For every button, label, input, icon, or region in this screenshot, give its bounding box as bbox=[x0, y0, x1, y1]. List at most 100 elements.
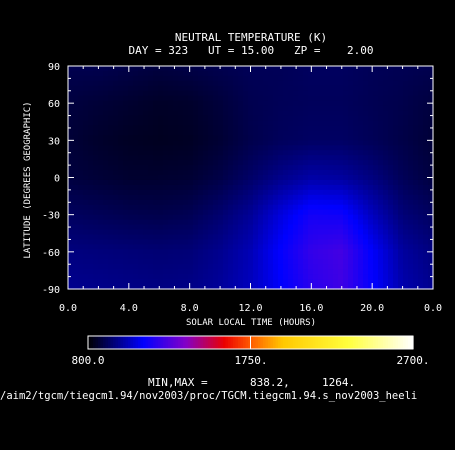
heatmap-cell bbox=[138, 249, 144, 255]
heatmap-cell bbox=[338, 234, 344, 241]
heatmap-cell bbox=[388, 115, 394, 122]
heatmap-cell bbox=[288, 100, 294, 107]
colorbar-segment bbox=[255, 336, 259, 349]
heatmap-cell bbox=[398, 140, 404, 146]
heatmap-cell bbox=[203, 105, 209, 112]
heatmap-cell bbox=[158, 224, 164, 231]
heatmap-cell bbox=[108, 90, 114, 97]
heatmap-cell bbox=[423, 199, 429, 206]
heatmap-cell bbox=[328, 204, 334, 211]
heatmap-cell bbox=[148, 155, 154, 161]
heatmap-cell bbox=[138, 165, 144, 171]
colorbar-segment bbox=[345, 336, 349, 349]
heatmap-cell bbox=[138, 284, 144, 290]
heatmap-cell bbox=[268, 125, 274, 132]
heatmap-cell bbox=[373, 269, 379, 275]
heatmap-cell bbox=[318, 85, 324, 92]
heatmap-cell bbox=[373, 165, 379, 171]
heatmap-cell bbox=[218, 269, 224, 275]
heatmap-cell bbox=[358, 135, 364, 141]
heatmap-cell bbox=[368, 219, 374, 226]
heatmap-cell bbox=[213, 135, 219, 141]
heatmap-cell bbox=[223, 75, 229, 82]
heatmap-cell bbox=[73, 204, 79, 211]
heatmap-cell bbox=[188, 90, 194, 97]
heatmap-cell bbox=[183, 204, 189, 211]
heatmap-cell bbox=[428, 204, 434, 211]
heatmap-cell bbox=[378, 175, 384, 181]
heatmap-cell bbox=[253, 165, 259, 171]
heatmap-cell bbox=[103, 66, 109, 72]
heatmap-cell bbox=[278, 249, 284, 255]
heatmap-cell bbox=[128, 219, 134, 226]
heatmap-cell bbox=[118, 70, 124, 77]
heatmap-cell bbox=[123, 85, 129, 92]
heatmap-cell bbox=[223, 234, 229, 241]
heatmap-cell bbox=[208, 160, 214, 166]
heatmap-cell bbox=[228, 160, 234, 166]
heatmap-cell bbox=[178, 125, 184, 132]
heatmap-cell bbox=[73, 219, 79, 226]
heatmap-cell bbox=[413, 264, 419, 270]
heatmap-cell bbox=[113, 199, 119, 206]
heatmap-cell bbox=[418, 229, 424, 236]
heatmap-cell bbox=[228, 199, 234, 206]
heatmap-cell bbox=[83, 120, 89, 127]
heatmap-cell bbox=[248, 179, 254, 186]
heatmap-cell bbox=[133, 120, 139, 127]
heatmap-cell bbox=[238, 224, 244, 231]
heatmap-cell bbox=[383, 130, 389, 136]
heatmap-cell bbox=[338, 70, 344, 77]
heatmap-cell bbox=[393, 254, 399, 260]
heatmap-cell bbox=[128, 90, 134, 97]
heatmap-cell bbox=[173, 199, 179, 206]
heatmap-cell bbox=[208, 70, 214, 77]
heatmap-cell bbox=[88, 135, 94, 141]
heatmap-cell bbox=[178, 209, 184, 216]
heatmap-cell bbox=[213, 199, 219, 206]
heatmap-cell bbox=[203, 194, 209, 201]
heatmap-cell bbox=[158, 194, 164, 201]
heatmap-cell bbox=[273, 284, 279, 290]
heatmap-cell bbox=[93, 189, 99, 196]
colorbar-segment bbox=[370, 336, 374, 349]
heatmap-cell bbox=[328, 244, 334, 250]
heatmap-cell bbox=[388, 100, 394, 107]
heatmap-cell bbox=[338, 189, 344, 196]
heatmap-cell bbox=[163, 75, 169, 82]
heatmap-cell bbox=[93, 90, 99, 97]
heatmap-cell bbox=[428, 269, 434, 275]
heatmap-cell bbox=[273, 214, 279, 221]
heatmap-cell bbox=[103, 229, 109, 236]
heatmap-cell bbox=[308, 199, 314, 206]
heatmap-cell bbox=[163, 145, 169, 151]
heatmap-cell bbox=[428, 85, 434, 92]
heatmap-cell bbox=[198, 120, 204, 127]
heatmap-cell bbox=[153, 284, 159, 290]
heatmap-cell bbox=[218, 175, 224, 181]
heatmap-cell bbox=[388, 135, 394, 141]
heatmap-cell bbox=[248, 274, 254, 280]
heatmap-cell bbox=[253, 279, 259, 285]
heatmap-cell bbox=[98, 85, 104, 92]
heatmap-cell bbox=[143, 125, 149, 132]
heatmap-cell bbox=[423, 105, 429, 112]
heatmap-cell bbox=[413, 214, 419, 221]
heatmap-cell bbox=[138, 75, 144, 82]
heatmap-cell bbox=[378, 274, 384, 280]
heatmap-cell bbox=[393, 75, 399, 82]
heatmap-cell bbox=[128, 120, 134, 127]
heatmap-cell bbox=[303, 80, 309, 87]
heatmap-cell bbox=[168, 259, 174, 265]
heatmap-cell bbox=[303, 165, 309, 171]
heatmap-cell bbox=[173, 85, 179, 92]
heatmap-cell bbox=[98, 184, 104, 191]
heatmap-cell bbox=[138, 204, 144, 211]
heatmap-cell bbox=[158, 150, 164, 156]
heatmap-cell bbox=[218, 249, 224, 255]
heatmap-cell bbox=[393, 219, 399, 226]
heatmap-cell bbox=[373, 189, 379, 196]
heatmap-cell bbox=[128, 70, 134, 77]
colorbar-segment bbox=[245, 336, 249, 349]
heatmap-cell bbox=[313, 209, 319, 216]
